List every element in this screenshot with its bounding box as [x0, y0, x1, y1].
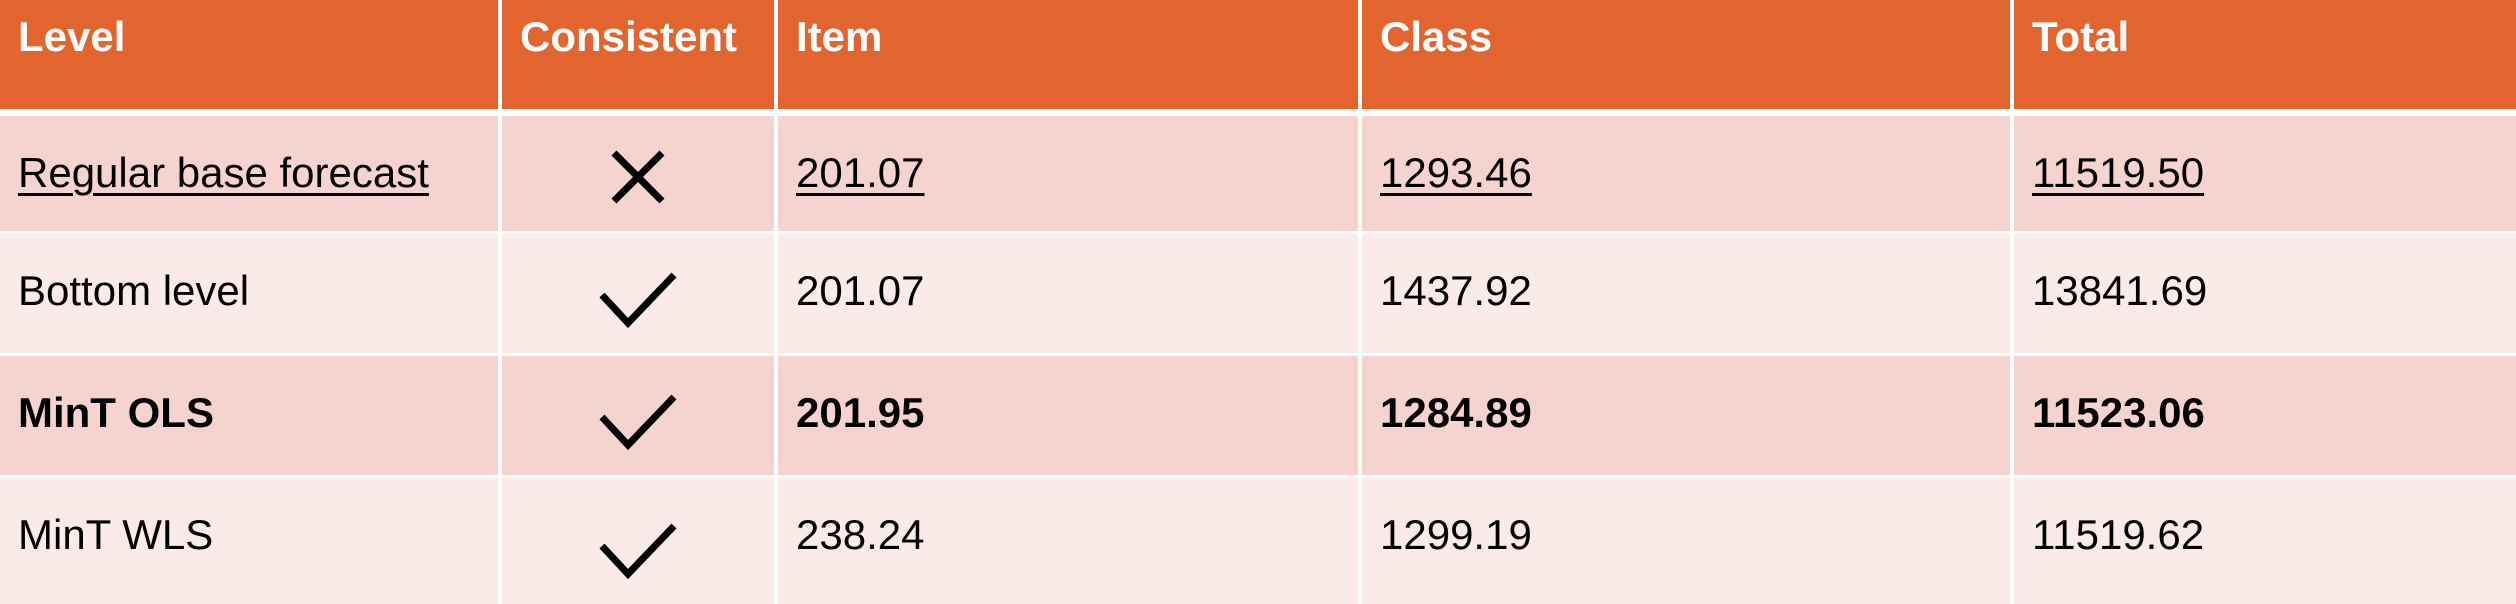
row-1-consistent	[502, 234, 778, 356]
row-2-item: 201.95	[778, 356, 1362, 478]
row-0-total: 11519.50	[2014, 116, 2516, 234]
row-0-consistent	[502, 116, 778, 234]
row-2-consistent	[502, 356, 778, 478]
row-2-class: 1284.89	[1362, 356, 2014, 478]
check-icon	[599, 523, 677, 580]
row-2-level: MinT OLS	[0, 356, 502, 478]
row-1-total: 13841.69	[2014, 234, 2516, 356]
row-3-level: MinT WLS	[0, 478, 502, 604]
row-3-class: 1299.19	[1362, 478, 2014, 604]
row-3-item: 238.24	[778, 478, 1362, 604]
row-1-level: Bottom level	[0, 234, 502, 356]
header-item: Item	[778, 0, 1362, 116]
row-2-total: 11523.06	[2014, 356, 2516, 478]
row-0-level: Regular base forecast	[0, 116, 502, 234]
row-0-item: 201.07	[778, 116, 1362, 234]
header-class: Class	[1362, 0, 2014, 116]
row-0-class: 1293.46	[1362, 116, 2014, 234]
cross-icon	[611, 150, 665, 204]
header-level: Level	[0, 0, 502, 116]
check-icon	[599, 394, 677, 451]
row-3-total: 11519.62	[2014, 478, 2516, 604]
check-icon	[599, 272, 677, 329]
header-consistent: Consistent	[502, 0, 778, 116]
row-3-consistent	[502, 478, 778, 604]
row-1-class: 1437.92	[1362, 234, 2014, 356]
header-total: Total	[2014, 0, 2516, 116]
row-1-item: 201.07	[778, 234, 1362, 356]
